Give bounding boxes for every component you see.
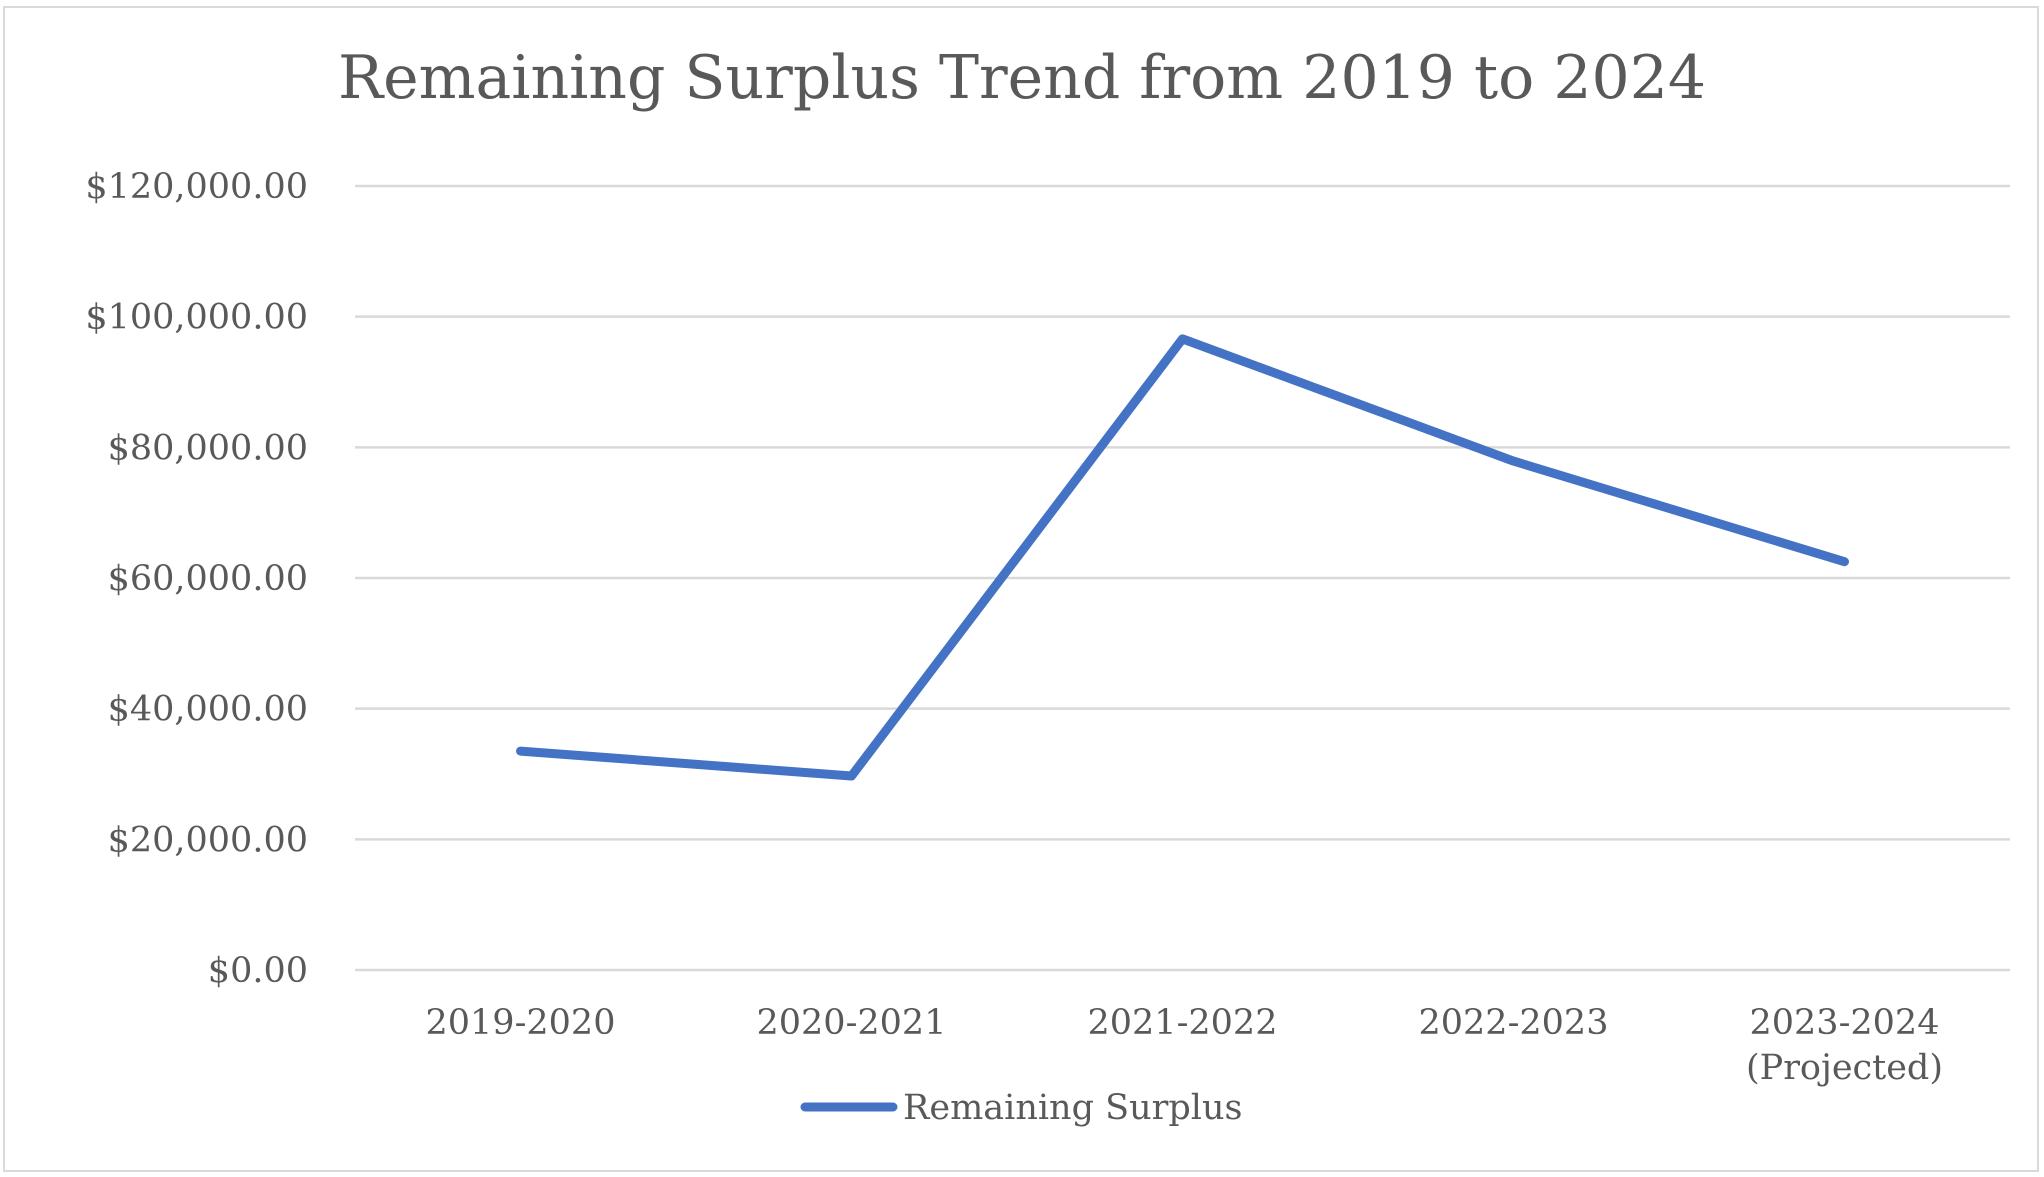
y-axis-tick-labels: $0.00 $20,000.00 $40,000.00 $60,000.00 $80,0… [85, 167, 308, 991]
legend: Remaining Surplus [800, 1088, 1242, 1128]
x-tick-label: 2022-2023 [1419, 1003, 1609, 1043]
x-tick-label: 2019-2020 [426, 1003, 616, 1043]
gridlines [355, 184, 2010, 972]
x-axis-tick-labels: 2019-2020 2020-2021 2021-2022 2022-2023 2023… [426, 1003, 1944, 1088]
x-tick-label: 2023-2024 (Projected) [1746, 1003, 1943, 1088]
series-line-remaining-surplus [516, 334, 1849, 781]
y-tick-label: $100,000.00 [85, 298, 308, 338]
y-tick-label: $40,000.00 [108, 690, 308, 730]
legend-label: Remaining Surplus [903, 1088, 1242, 1128]
y-tick-label: $0.00 [208, 951, 308, 991]
y-tick-label: $80,000.00 [108, 428, 308, 468]
y-tick-label: $20,000.00 [108, 820, 308, 860]
x-tick-label: 2021-2022 [1088, 1003, 1278, 1043]
y-tick-label: $60,000.00 [108, 559, 308, 599]
chart-frame [3, 6, 2039, 1172]
chart-title: Remaining Surplus Trend from 2019 to 202… [338, 43, 1706, 113]
x-tick-label: 2020-2021 [757, 1003, 947, 1043]
y-tick-label: $120,000.00 [85, 167, 308, 207]
series-lines [516, 334, 1849, 781]
